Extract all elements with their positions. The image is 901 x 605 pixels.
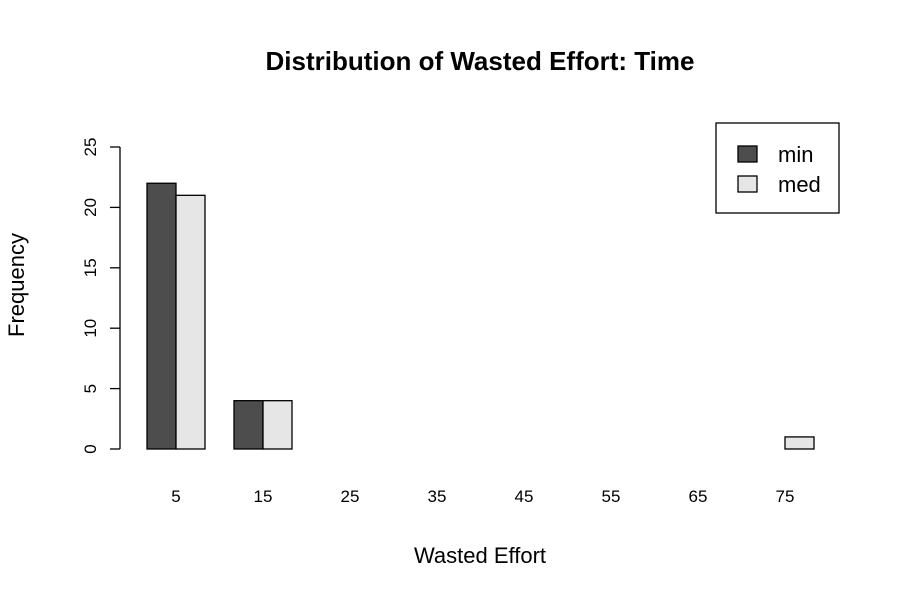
y-tick-label-3: 15 [81, 258, 100, 277]
y-tick-label-1: 5 [81, 384, 100, 393]
bar-med-5 [175, 194, 206, 450]
x-tick-label-45: 45 [515, 487, 534, 506]
x-tick-label-25: 25 [341, 487, 360, 506]
legend-label-med: med [778, 172, 821, 197]
x-axis-title: Wasted Effort [414, 543, 546, 568]
bar-med-15 [262, 400, 293, 450]
y-tick-label-0: 0 [81, 444, 100, 453]
bars-group [146, 182, 815, 450]
x-tick-label-35: 35 [428, 487, 447, 506]
x-axis: 5 15 25 35 45 55 65 75 [171, 487, 794, 506]
x-tick-label-55: 55 [602, 487, 621, 506]
y-axis: 0 5 10 15 20 25 [81, 138, 120, 454]
bar-med-75 [784, 436, 815, 450]
x-tick-label-5: 5 [171, 487, 180, 506]
x-tick-label-15: 15 [254, 487, 273, 506]
bar-min-15 [233, 400, 264, 450]
legend-swatch-min [737, 145, 758, 163]
y-tick-label-5: 25 [81, 138, 100, 157]
y-tick-label-4: 20 [81, 198, 100, 217]
legend-label-min: min [778, 142, 813, 167]
y-axis-title: Frequency [4, 233, 29, 337]
chart-title: Distribution of Wasted Effort: Time [266, 46, 695, 76]
bar-min-5 [146, 182, 177, 450]
y-tick-label-2: 10 [81, 319, 100, 338]
x-tick-label-75: 75 [776, 487, 795, 506]
legend-box [715, 122, 840, 214]
legend-swatch-med [737, 175, 758, 193]
legend: min med [715, 122, 840, 214]
x-tick-label-65: 65 [689, 487, 708, 506]
